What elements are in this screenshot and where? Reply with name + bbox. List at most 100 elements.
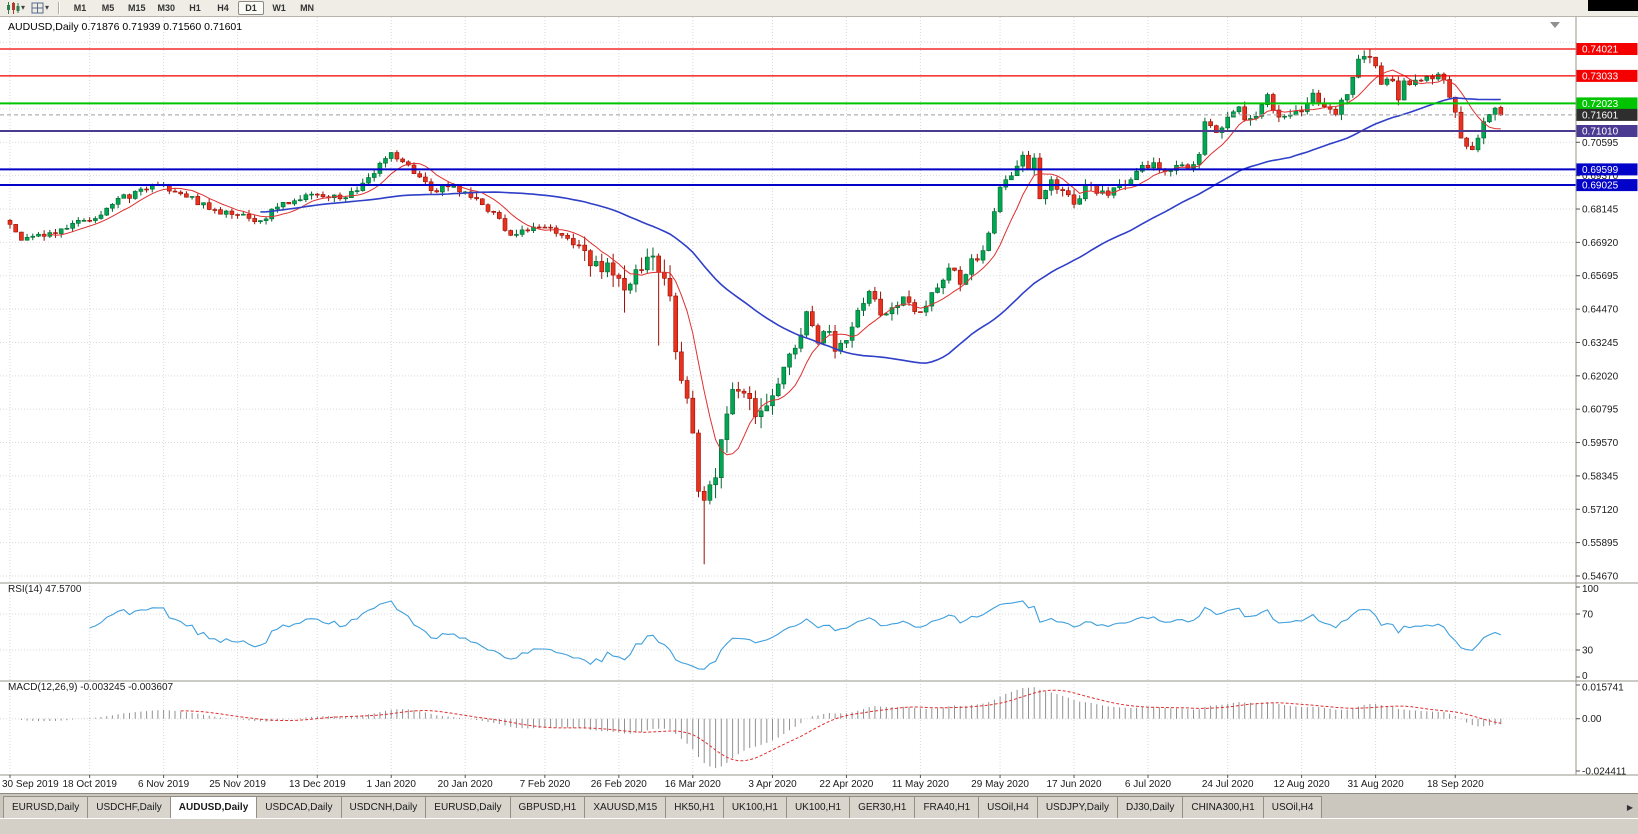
price-line-label-box[interactable] [1576, 125, 1638, 137]
candle [713, 477, 718, 486]
chart-tab-eurusd-daily[interactable]: EURUSD,Daily [425, 796, 511, 818]
candle [377, 162, 383, 174]
candle [1185, 164, 1191, 169]
chart-tab-audusd-daily[interactable]: AUDUSD,Daily [169, 796, 258, 818]
candle [1299, 110, 1304, 113]
candle [1259, 104, 1265, 117]
candle [104, 207, 109, 216]
date-axis-label: 11 May 2020 [892, 779, 950, 790]
candle [963, 274, 969, 285]
chart-tab-xauusd-m15[interactable]: XAUUSD,M15 [584, 796, 667, 818]
candle [644, 256, 650, 271]
candle [798, 334, 804, 349]
timeframe-h4-button[interactable]: H4 [217, 3, 229, 13]
candle [872, 291, 878, 300]
chart-tab-hk50-h1[interactable]: HK50,H1 [665, 796, 724, 818]
candle [212, 209, 218, 211]
candle [1464, 137, 1469, 147]
candle [1396, 80, 1401, 101]
candle [787, 353, 792, 368]
candle [923, 305, 929, 313]
candle [1071, 194, 1077, 205]
date-axis-label: 18 Oct 2019 [62, 779, 117, 790]
candle [24, 237, 30, 241]
price-line-label-box[interactable] [1576, 163, 1638, 176]
chart-tab-usdcad-daily[interactable]: USDCAD,Daily [256, 796, 342, 818]
candle [1384, 78, 1390, 85]
price-line-label: 0.72023 [1582, 99, 1619, 110]
price-line-label: 0.69025 [1582, 181, 1619, 192]
candle [1390, 78, 1395, 82]
candle [246, 213, 252, 219]
candlestick-series [7, 49, 1504, 565]
candle [1026, 154, 1031, 170]
candle [849, 326, 855, 341]
chart-profiles-button[interactable]: ▾ [29, 1, 51, 15]
date-axis-label: 6 Jul 2020 [1125, 779, 1172, 790]
chart-tab-usoil-h4[interactable]: USOil,H4 [978, 796, 1038, 818]
candle [684, 380, 690, 399]
candle [1407, 80, 1412, 86]
timeframe-w1-button[interactable]: W1 [272, 3, 286, 13]
chart-tab-eurusd-daily[interactable]: EURUSD,Daily [3, 796, 89, 818]
chart-type-button[interactable]: ▾ [4, 1, 27, 15]
candle [292, 200, 297, 205]
chart-tab-gbpusd-h1[interactable]: GBPUSD,H1 [509, 796, 586, 818]
date-axis-label: 29 May 2020 [971, 779, 1029, 790]
candle [997, 186, 1003, 212]
candle [485, 204, 491, 212]
candle [650, 255, 656, 258]
candle [121, 194, 127, 199]
chart-tab-china300-h1[interactable]: CHINA300,H1 [1182, 796, 1264, 818]
candle [1043, 190, 1048, 200]
candle [935, 287, 940, 293]
price-line-label-box[interactable] [1576, 69, 1638, 82]
chart-area[interactable]: 0.70595 0.69370 0.68145 0.66920 0.65695 0.644… [0, 17, 1638, 793]
timeframe-m1-button[interactable]: M1 [73, 3, 87, 13]
candle [1458, 111, 1464, 139]
candle [679, 351, 684, 381]
candle [565, 235, 570, 239]
timeframe-mn-button[interactable]: MN [300, 3, 315, 13]
timeframe-m15-button[interactable]: M15 [128, 3, 146, 13]
candle [195, 196, 201, 206]
price-axis-label: 0.57120 [1582, 505, 1619, 516]
chart-tab-ger30-h1[interactable]: GER30,H1 [849, 796, 916, 818]
candle [1498, 107, 1504, 116]
candle [383, 158, 388, 164]
chart-tab-dj30-daily[interactable]: DJ30,Daily [1117, 796, 1184, 818]
candle [87, 220, 92, 222]
candle [980, 250, 986, 261]
candle [821, 331, 827, 344]
timeframe-d1-button[interactable]: D1 [238, 1, 265, 15]
price-line-label-box[interactable] [1576, 179, 1638, 192]
candle [127, 194, 132, 199]
candle [172, 190, 178, 193]
date-axis-label: 26 Feb 2020 [591, 779, 648, 790]
chart-tab-usdchf-daily[interactable]: USDCHF,Daily [87, 796, 171, 818]
date-axis-label: 20 Jan 2020 [438, 779, 493, 790]
chart-tab-uk100-h1[interactable]: UK100,H1 [785, 796, 851, 818]
price-line-label-box[interactable] [1576, 43, 1638, 55]
chart-tab-usdcnh-daily[interactable]: USDCNH,Daily [340, 796, 427, 818]
date-axis-label: 13 Dec 2019 [289, 779, 346, 790]
price-line-label: 0.73033 [1582, 71, 1619, 82]
chart-tab-usdjpy-daily[interactable]: USDJPY,Daily [1036, 796, 1118, 818]
price-chart[interactable]: 0.70595 0.69370 0.68145 0.66920 0.65695 0.644… [0, 17, 1638, 793]
chart-tab-uk100-h1[interactable]: UK100,H1 [722, 796, 787, 818]
timeframe-m5-button[interactable]: M5 [101, 3, 115, 13]
autoscroll-marker-icon[interactable] [1550, 22, 1560, 28]
timeframe-m30-button[interactable]: M30 [157, 3, 176, 13]
candle [297, 199, 303, 202]
candle [241, 213, 246, 216]
candle [36, 233, 41, 237]
date-axis-label: 6 Nov 2019 [138, 779, 190, 790]
timeframe-h1-button[interactable]: H1 [189, 3, 201, 13]
tab-scroll-right-button[interactable]: ▶ [1622, 796, 1638, 818]
candle [1196, 154, 1202, 165]
chart-tab-fra40-h1[interactable]: FRA40,H1 [914, 796, 980, 818]
candle [673, 295, 679, 353]
price-line-label-box[interactable] [1576, 97, 1638, 110]
chart-tab-usoil-h4[interactable]: USOil,H4 [1262, 796, 1323, 818]
candle [388, 152, 394, 159]
